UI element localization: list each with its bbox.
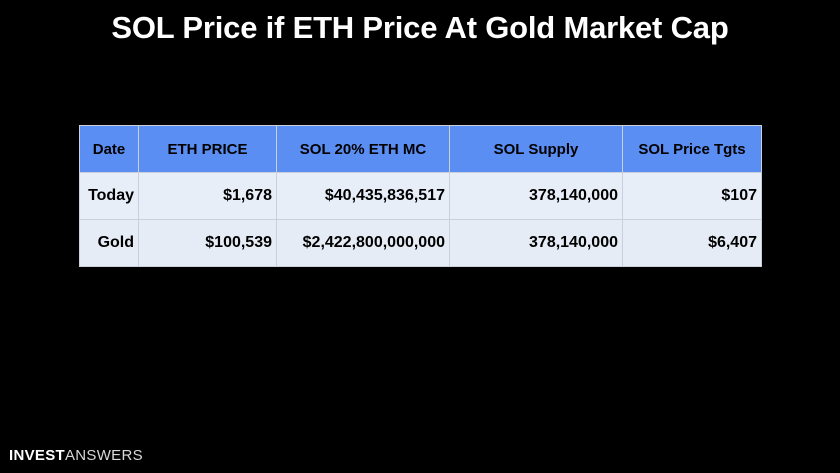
investanswers-logo: INVESTANSWERS	[9, 447, 143, 465]
cell-sol-supply: 378,140,000	[449, 219, 623, 267]
cell-sol-price-tgt: $107	[622, 172, 762, 220]
cell-sol-supply: 378,140,000	[449, 172, 623, 220]
table-header-row: Date ETH PRICE SOL 20% ETH MC SOL Supply…	[79, 125, 762, 173]
cell-date: Gold	[79, 219, 139, 267]
cell-eth-price: $1,678	[138, 172, 277, 220]
column-header-sol-20-eth-mc: SOL 20% ETH MC	[276, 125, 450, 173]
logo-wordmark-bold: INVEST	[9, 447, 65, 464]
slide-title: SOL Price if ETH Price At Gold Market Ca…	[111, 10, 729, 45]
cell-eth-price: $100,539	[138, 219, 277, 267]
column-header-eth-price: ETH PRICE	[138, 125, 277, 173]
cell-sol-price-tgt: $6,407	[622, 219, 762, 267]
cell-sol-20-eth-mc: $2,422,800,000,000	[276, 219, 450, 267]
logo-wordmark-light: ANSWERS	[64, 447, 143, 464]
cell-date: Today	[79, 172, 139, 220]
table-row: Gold $100,539 $2,422,800,000,000 378,140…	[79, 219, 762, 267]
table-row: Today $1,678 $40,435,836,517 378,140,000…	[79, 172, 762, 220]
column-header-date: Date	[79, 125, 139, 173]
price-target-table: Date ETH PRICE SOL 20% ETH MC SOL Supply…	[79, 125, 762, 267]
column-header-sol-price-tgts: SOL Price Tgts	[622, 125, 762, 173]
cell-sol-20-eth-mc: $40,435,836,517	[276, 172, 450, 220]
column-header-sol-supply: SOL Supply	[449, 125, 623, 173]
